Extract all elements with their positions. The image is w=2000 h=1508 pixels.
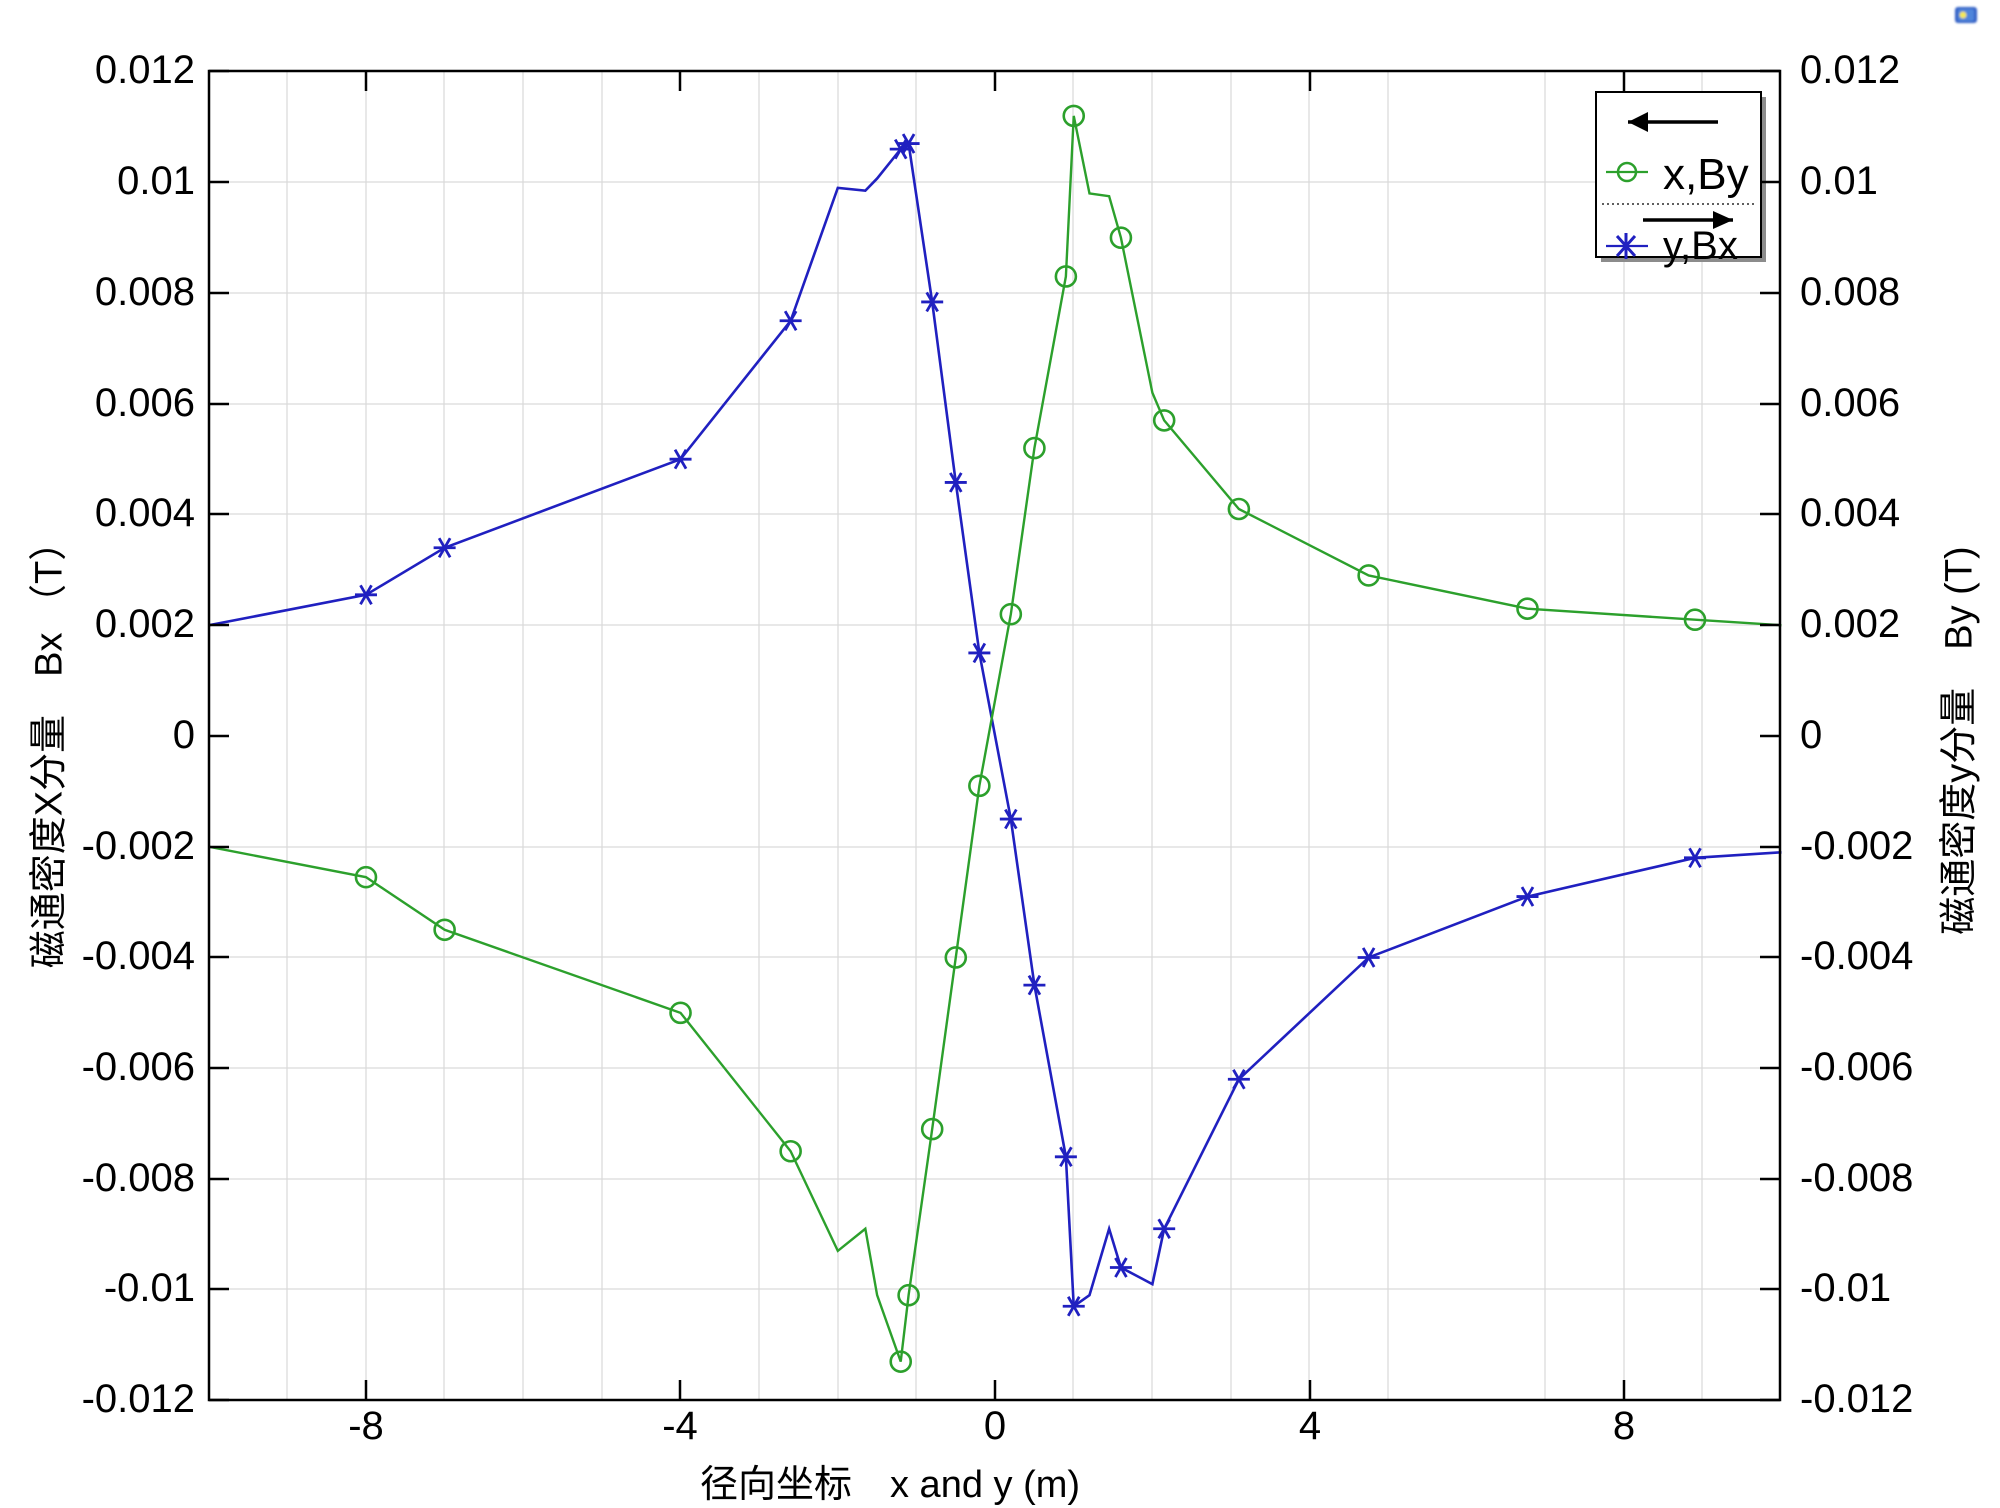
- svg-text:y,Bx: y,Bx: [1663, 224, 1738, 268]
- svg-text:x,By: x,By: [1663, 150, 1749, 199]
